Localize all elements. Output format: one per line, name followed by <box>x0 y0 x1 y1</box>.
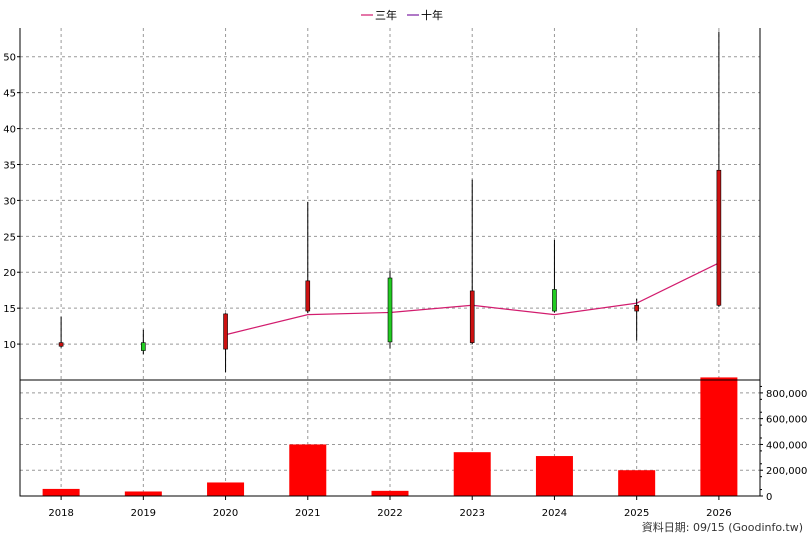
volume-bar-2019 <box>124 491 162 496</box>
x-tick-label: 2019 <box>131 508 156 519</box>
candle-body <box>305 280 311 312</box>
volume-bar-2023 <box>453 452 491 496</box>
candle-body <box>552 289 557 312</box>
candle-2018 <box>58 316 64 348</box>
candle-body <box>469 290 475 343</box>
candle-2021 <box>305 201 311 314</box>
y-tick-label: 40 <box>3 125 16 136</box>
legend-10y-label: 十年 <box>421 8 443 22</box>
x-axis-ticks: 2018 2019 2020 2021 2022 2023 2024 2025 2026 <box>48 496 732 519</box>
candle-2023 <box>469 179 475 345</box>
data-date-credit: 資料日期: 09/15 (Goodinfo.tw) <box>642 520 803 534</box>
vol-tick-label: 200,000 <box>766 466 807 477</box>
x-tick-label: 2021 <box>295 508 320 519</box>
candle-2024 <box>552 239 557 313</box>
candle-body <box>223 313 228 350</box>
volume-bar-2020 <box>207 482 245 496</box>
price-grid <box>20 28 761 496</box>
x-tick-label: 2022 <box>377 508 402 519</box>
x-tick-label: 2025 <box>624 508 649 519</box>
legend: 三年 十年 <box>361 8 443 22</box>
y-tick-label: 45 <box>3 89 16 100</box>
y-tick-label: 35 <box>3 160 16 171</box>
x-tick-label: 2023 <box>459 508 484 519</box>
vol-tick-label: 0 <box>766 492 772 503</box>
candle-body <box>141 342 146 351</box>
volume-bar-2021 <box>289 444 327 496</box>
vol-tick-label: 400,000 <box>766 440 807 451</box>
y-tick-label: 20 <box>3 268 16 279</box>
y-tick-label: 25 <box>3 232 16 243</box>
y-tick-label: 30 <box>3 196 16 207</box>
candle-2022 <box>387 270 393 349</box>
x-tick-label: 2018 <box>48 508 73 519</box>
volume-bar-2026 <box>700 377 738 496</box>
volume-bar-2025 <box>618 470 656 496</box>
volume-panel: 0 200,000 400,000 600,000 800,000 <box>19 377 807 503</box>
volume-y-axis-ticks: 0 200,000 400,000 600,000 800,000 <box>760 385 807 503</box>
volume-bar-2022 <box>371 490 409 496</box>
volume-bar-2018 <box>42 488 80 496</box>
candle-body <box>634 304 639 312</box>
price-panel: 10 15 20 25 30 35 40 45 50 <box>3 28 761 496</box>
volume-bars <box>42 377 738 496</box>
x-tick-label: 2024 <box>542 508 567 519</box>
candle-2025 <box>634 298 639 341</box>
candle-body <box>387 277 393 343</box>
candle-2026 <box>716 31 722 307</box>
candlesticks <box>58 31 722 373</box>
candle-2019 <box>141 329 146 355</box>
x-tick-label: 2020 <box>213 508 238 519</box>
y-tick-label: 50 <box>3 53 16 64</box>
x-tick-label: 2026 <box>706 508 731 519</box>
candle-body <box>58 342 64 347</box>
y-tick-label: 15 <box>3 304 16 315</box>
y-tick-label: 10 <box>3 340 16 351</box>
vol-tick-label: 600,000 <box>766 415 807 426</box>
candle-body <box>716 169 722 306</box>
vol-tick-label: 800,000 <box>766 389 807 400</box>
volume-bar-2024 <box>535 456 573 496</box>
price-y-axis-ticks: 10 15 20 25 30 35 40 45 50 <box>3 53 20 351</box>
candle-2020 <box>223 313 228 373</box>
legend-3y-label: 三年 <box>375 8 397 22</box>
